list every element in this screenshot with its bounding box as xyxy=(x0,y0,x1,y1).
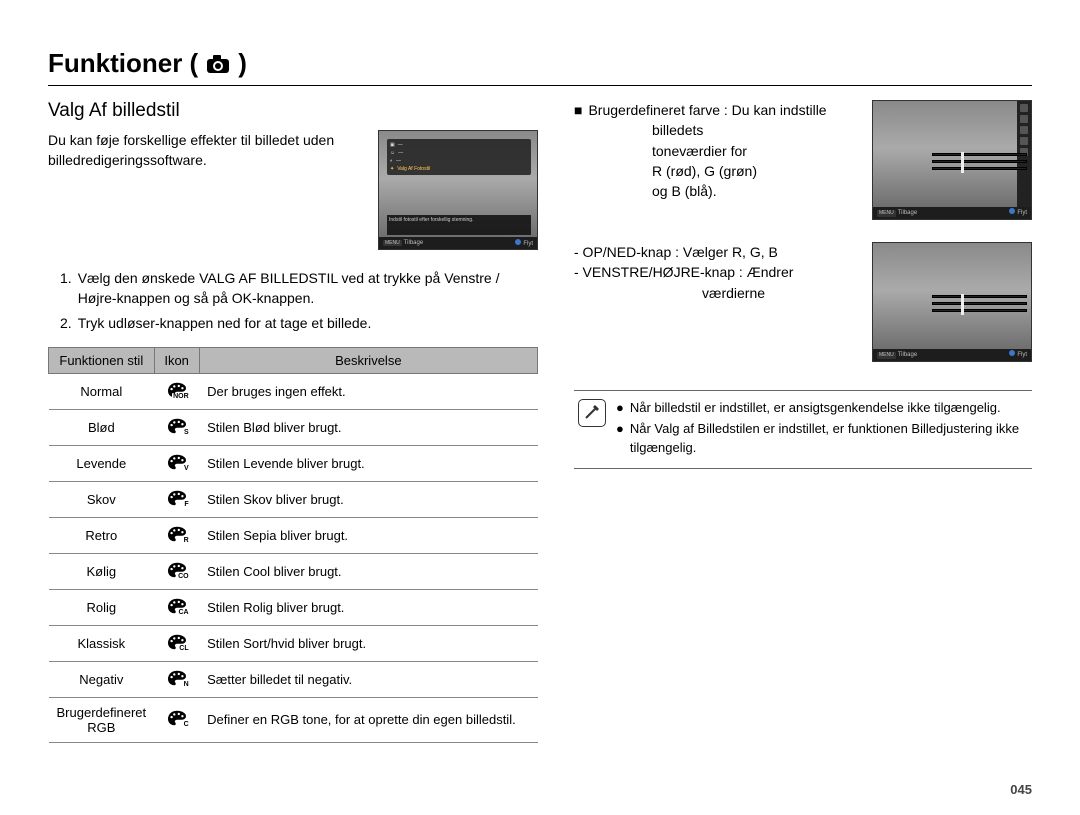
intro-text: Du kan føje forskellige effekter til bil… xyxy=(48,130,362,171)
style-desc: Stilen Rolig bliver brugt. xyxy=(199,589,537,625)
note-icon xyxy=(578,399,606,427)
preview-screenshot-menu: ▣— ☺— ◐— ✦Valg Af Fotostil Indstil fotos… xyxy=(378,130,538,250)
table-row: Brugerdefineret RGB C Definer en RGB ton… xyxy=(49,697,538,742)
table-row: Negativ N Sætter billedet til negativ. xyxy=(49,661,538,697)
note-box: ●Når billedstil er indstillet, er ansigt… xyxy=(574,390,1032,469)
col-style: Funktionen stil xyxy=(49,347,155,373)
style-name: Retro xyxy=(49,517,155,553)
table-row: Retro R Stilen Sepia bliver brugt. xyxy=(49,517,538,553)
style-name: Normal xyxy=(49,373,155,409)
style-name: Rolig xyxy=(49,589,155,625)
style-icon-cell: R xyxy=(154,517,199,553)
style-name: Brugerdefineret RGB xyxy=(49,697,155,742)
style-name: Klassisk xyxy=(49,625,155,661)
palette-icon: F xyxy=(166,489,188,507)
step-2: Tryk udløser-knappen ned for at tage et … xyxy=(78,313,372,333)
palette-icon: N xyxy=(166,669,188,687)
style-icon-cell: S xyxy=(154,409,199,445)
style-desc: Stilen Blød bliver brugt. xyxy=(199,409,537,445)
title-suffix: ) xyxy=(238,48,247,79)
screenshot-back-label: Tilbage xyxy=(404,240,423,246)
title-prefix: Funktioner ( xyxy=(48,48,198,79)
section-title: Valg Af billedstil xyxy=(48,100,538,122)
palette-icon: R xyxy=(166,525,188,543)
page-title: Funktioner ( ) xyxy=(48,48,1032,86)
style-desc: Definer en RGB tone, for at oprette din … xyxy=(199,697,537,742)
screenshot-move-label: Flyt xyxy=(523,241,533,247)
palette-icon: NOR xyxy=(166,381,188,399)
style-name: Negativ xyxy=(49,661,155,697)
updown-instruction: - OP/NED-knap : Vælger R, G, B xyxy=(574,242,856,262)
style-table: Funktionen stil Ikon Beskrivelse Normal … xyxy=(48,347,538,743)
col-desc: Beskrivelse xyxy=(199,347,537,373)
menu-sub-text: Indstil fotostil efter forskellig stemni… xyxy=(389,217,473,223)
style-icon-cell: V xyxy=(154,445,199,481)
style-icon-cell: C xyxy=(154,697,199,742)
note-1: Når billedstil er indstillet, er ansigts… xyxy=(630,399,1001,418)
table-row: Skov F Stilen Skov bliver brugt. xyxy=(49,481,538,517)
menu-highlight-text: Valg Af Fotostil xyxy=(397,166,430,172)
style-icon-cell: NOR xyxy=(154,373,199,409)
style-icon-cell: CO xyxy=(154,553,199,589)
square-bullet-icon: ■ xyxy=(574,100,582,120)
preview-screenshot-rgb-1: MENUTilbage Flyt xyxy=(872,100,1032,220)
palette-icon: S xyxy=(166,417,188,435)
preview-screenshot-rgb-2: MENUTilbage Flyt xyxy=(872,242,1032,362)
style-desc: Stilen Sepia bliver brugt. xyxy=(199,517,537,553)
style-desc: Der bruges ingen effekt. xyxy=(199,373,537,409)
style-icon-cell: CL xyxy=(154,625,199,661)
table-row: Klassisk CL Stilen Sort/hvid bliver brug… xyxy=(49,625,538,661)
page-number: 045 xyxy=(1010,782,1032,797)
style-name: Blød xyxy=(49,409,155,445)
style-desc: Stilen Skov bliver brugt. xyxy=(199,481,537,517)
col-icon: Ikon xyxy=(154,347,199,373)
camera-icon xyxy=(206,54,230,74)
table-row: Normal NOR Der bruges ingen effekt. xyxy=(49,373,538,409)
style-icon-cell: N xyxy=(154,661,199,697)
palette-icon: CO xyxy=(166,561,188,579)
palette-icon: CL xyxy=(166,633,188,651)
style-desc: Stilen Sort/hvid bliver brugt. xyxy=(199,625,537,661)
style-name: Levende xyxy=(49,445,155,481)
leftright-instruction: - VENSTRE/HØJRE-knap : Ændrer xyxy=(574,262,856,282)
style-name: Skov xyxy=(49,481,155,517)
palette-icon: CA xyxy=(166,597,188,615)
custom-color-label: Brugerdefineret farve : xyxy=(588,102,727,118)
table-row: Kølig CO Stilen Cool bliver brugt. xyxy=(49,553,538,589)
step-1: Vælg den ønskede VALG AF BILLEDSTIL ved … xyxy=(78,268,538,309)
table-row: Rolig CA Stilen Rolig bliver brugt. xyxy=(49,589,538,625)
palette-icon: C xyxy=(166,709,188,727)
style-desc: Stilen Cool bliver brugt. xyxy=(199,553,537,589)
steps-list: 1.Vælg den ønskede VALG AF BILLEDSTIL ve… xyxy=(60,268,538,333)
style-desc: Stilen Levende bliver brugt. xyxy=(199,445,537,481)
style-icon-cell: F xyxy=(154,481,199,517)
table-row: Levende V Stilen Levende bliver brugt. xyxy=(49,445,538,481)
style-icon-cell: CA xyxy=(154,589,199,625)
style-name: Kølig xyxy=(49,553,155,589)
palette-icon: V xyxy=(166,453,188,471)
note-2: Når Valg af Billedstilen er indstillet, … xyxy=(630,420,1028,458)
table-row: Blød S Stilen Blød bliver brugt. xyxy=(49,409,538,445)
style-desc: Sætter billedet til negativ. xyxy=(199,661,537,697)
